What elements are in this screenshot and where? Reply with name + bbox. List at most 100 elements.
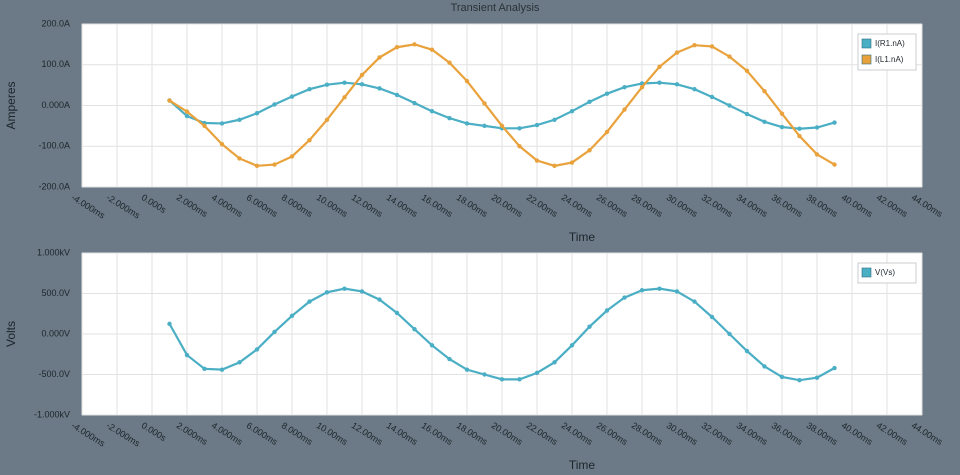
data-point [797,126,802,131]
data-point [289,313,295,318]
data-point [202,366,207,372]
x-tick-label: 30.00ms [665,420,700,447]
x-tick-label: 24.00ms [560,420,595,447]
x-tick-label: 40.00ms [840,420,875,447]
data-point [272,102,277,107]
data-point [692,42,697,48]
data-point [464,367,470,372]
x-tick-label: 20.00ms [490,192,525,219]
legend-box [857,262,917,284]
data-point [342,286,347,291]
x-tick-label: 4.000ms [210,420,245,447]
data-point [779,111,785,116]
x-tick-label: 26.00ms [595,420,630,447]
data-point [657,64,662,69]
data-point [482,101,487,106]
data-point [569,109,575,114]
legend-swatch [861,54,872,65]
data-point [289,154,295,159]
data-point [832,365,837,371]
legend-label: I(L1.nA) [875,55,904,64]
data-point [394,45,400,50]
chart-title: Transient Analysis [451,2,540,14]
x-tick-label: 32.00ms [700,192,735,219]
x-tick-label: 10.00ms [315,420,350,447]
y-tick-label: 200.0A [41,18,70,28]
data-point [814,125,820,130]
data-point [587,324,592,329]
data-point [744,348,750,354]
data-point [254,163,260,169]
data-point [447,356,452,362]
data-point [167,321,172,327]
y-tick-label: 500.0V [41,288,70,298]
x-tick-label: 8.000ms [280,420,315,447]
data-point [429,47,435,52]
x-tick-label: 44.00ms [910,420,945,447]
data-point [254,347,260,352]
data-point [412,42,417,47]
data-point [622,295,627,300]
data-point [534,158,540,163]
data-point [517,377,522,382]
data-point [604,129,610,135]
data-point [744,68,750,74]
data-point [412,100,417,106]
data-point [674,50,680,55]
x-tick-label: 6.000ms [245,192,280,219]
data-point [797,133,802,139]
data-point [779,124,785,130]
x-tick-label: 38.00ms [805,192,840,219]
data-point [184,113,190,119]
data-point [727,54,732,59]
x-tick-label: 4.000ms [210,192,245,219]
x-tick-label: 20.00ms [490,420,525,447]
data-point [464,121,470,126]
data-point [639,84,645,90]
data-point [482,372,487,377]
data-point [762,119,767,125]
data-point [324,117,330,122]
x-tick-label: 40.00ms [840,192,875,219]
x-tick-label: -2.000ms [105,192,143,221]
data-point [832,162,837,167]
x-tick-label: 28.00ms [630,420,665,447]
legend-label: V(Vs) [875,268,895,277]
x-tick-label: 42.00ms [875,420,910,447]
data-point [727,331,732,337]
data-point [237,117,242,122]
data-point [797,377,802,383]
x-tick-label: 10.00ms [315,192,350,219]
x-tick-label: 8.000ms [280,192,315,219]
data-point [272,329,277,335]
y-tick-label: 100.0A [41,59,70,69]
x-axis-title: Time [569,458,596,472]
data-point [517,144,522,149]
data-point [324,290,330,295]
data-point [342,95,347,100]
x-tick-label: 2.000ms [175,192,210,219]
y-tick-label: -100.0A [38,141,70,151]
x-tick-label: 18.00ms [455,420,490,447]
x-tick-label: 32.00ms [700,420,735,447]
x-tick-label: 6.000ms [245,420,280,447]
x-tick-label: 22.00ms [525,420,560,447]
data-point [307,299,312,304]
x-tick-label: 22.00ms [525,192,560,219]
y-axis-title: Amperes [4,81,18,129]
data-point [534,370,540,376]
data-point [219,142,225,147]
data-point [674,289,680,294]
data-point [237,156,242,161]
data-point [394,92,400,98]
data-point [622,84,627,90]
data-point [429,109,435,114]
data-point [324,82,330,87]
data-point [289,94,295,99]
legend-swatch [861,38,872,49]
data-point [219,121,225,126]
x-tick-label: 34.00ms [735,192,770,219]
data-point [587,148,592,153]
